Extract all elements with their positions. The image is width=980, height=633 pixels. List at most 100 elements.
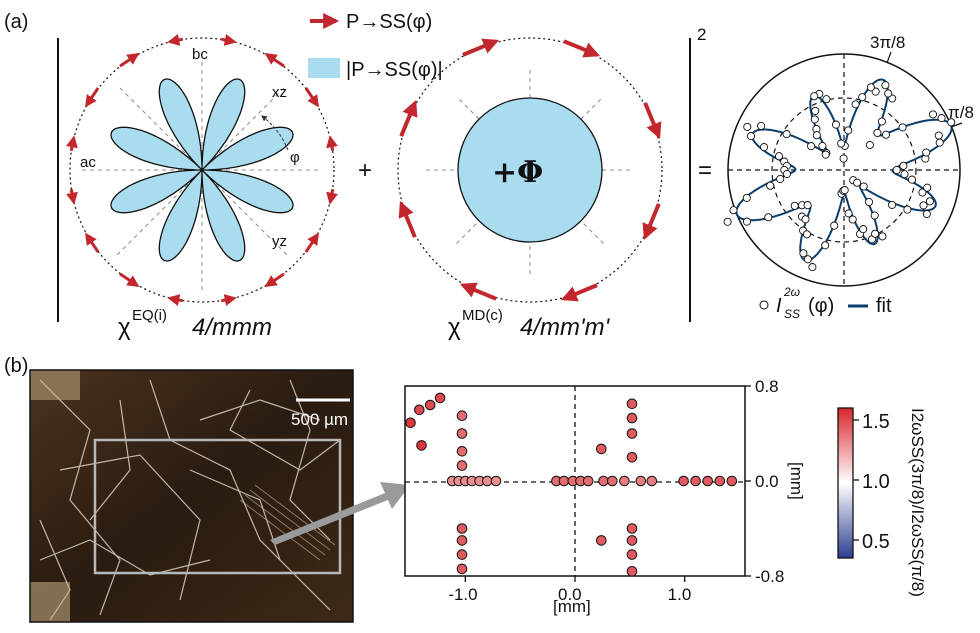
data-point xyxy=(851,100,860,109)
map-point xyxy=(626,566,638,577)
polarization-arrow xyxy=(326,135,338,152)
data-point xyxy=(892,165,901,175)
scan-map-chart: -1.0 0.0 1.0 0.8 0.0 -0.8 [mm] [mm] xyxy=(404,377,806,616)
colorbar-tick-label: 1.5 xyxy=(862,411,890,433)
data-point xyxy=(907,175,917,184)
legend-area-label: |P→SS(φ)| xyxy=(346,59,443,81)
point-group-eq: 4/mmm xyxy=(192,314,272,341)
colorbar-label: I2ωSS(3π/8)/I2ωSS(π/8) xyxy=(908,408,927,597)
map-point xyxy=(456,428,468,439)
panel-a-label: (a) xyxy=(4,11,28,33)
data-point xyxy=(884,89,893,98)
data-point xyxy=(937,114,946,123)
data-point xyxy=(859,225,868,234)
polarization-arrow xyxy=(462,38,500,57)
data-point xyxy=(844,126,853,135)
polar-outline-md xyxy=(397,37,663,303)
md-disk xyxy=(457,97,603,243)
data-point xyxy=(811,106,820,115)
tick-3pi8 xyxy=(886,51,892,64)
data-point xyxy=(925,197,934,206)
polarization-arrow xyxy=(167,294,184,306)
data-point xyxy=(757,121,766,130)
panel-b-label: (b) xyxy=(4,355,28,377)
legend-area-swatch xyxy=(308,58,340,78)
data-point xyxy=(853,178,862,187)
polarization-arrow xyxy=(304,87,319,108)
data-point xyxy=(870,211,879,220)
x-tick-label: -1.0 xyxy=(448,585,477,604)
polarization-arrow xyxy=(66,188,78,205)
microscope-image: 500 µm xyxy=(29,369,354,623)
polarization-arrow xyxy=(167,34,184,46)
map-point xyxy=(690,475,701,487)
polar-inner-ring xyxy=(771,97,917,243)
colorbar-tick-label: 0.5 xyxy=(862,531,890,553)
scale-max-label: 2 xyxy=(697,25,706,44)
polarization-arrow xyxy=(459,282,497,301)
angle-label-pi8: π/8 xyxy=(948,103,974,122)
polar-plot-data: 3π/8 π/8 2 xyxy=(697,25,974,287)
colorbar-gradient xyxy=(837,407,854,559)
polarization-arrow xyxy=(563,39,601,58)
phi-label: φ xyxy=(290,149,300,166)
polar-outline-data xyxy=(727,53,961,287)
data-point xyxy=(802,230,811,239)
y-tick-label: -0.8 xyxy=(755,567,784,586)
map-point xyxy=(646,475,658,487)
point-group-md: 4/mm'm' xyxy=(520,314,611,341)
map-point xyxy=(726,475,738,487)
data-point xyxy=(919,201,928,210)
data-point xyxy=(743,122,752,131)
scan-region-box xyxy=(93,438,342,575)
y-tick-label: 0.8 xyxy=(755,377,779,396)
data-point xyxy=(830,221,839,230)
data-point xyxy=(782,169,792,179)
caption-md: χ MD(c) 4/mm'm' xyxy=(448,307,611,341)
data-point xyxy=(922,209,931,219)
map-point xyxy=(714,475,726,487)
polar-plot-eq: bc xz ac yz φ xyxy=(66,34,338,306)
data-point xyxy=(878,232,887,241)
legend-data-fit: I 2ω SS (φ) fit xyxy=(759,285,892,321)
data-point xyxy=(903,205,912,214)
data-point xyxy=(821,241,830,250)
legend-data-marker xyxy=(759,300,769,310)
data-point xyxy=(928,110,938,119)
map-point xyxy=(626,412,638,424)
data-point xyxy=(873,128,882,137)
equals-sign: = xyxy=(698,157,712,184)
map-point xyxy=(619,475,630,487)
polarization-arrow xyxy=(66,135,78,152)
map-point xyxy=(596,535,607,546)
map-point xyxy=(456,563,468,575)
plus-sign: + xyxy=(358,157,372,184)
data-point xyxy=(822,95,831,104)
polarization-arrow xyxy=(560,283,598,302)
data-point xyxy=(865,140,874,150)
data-point xyxy=(766,181,775,190)
polarization-arrow xyxy=(85,232,100,253)
map-point xyxy=(558,475,570,487)
map-point xyxy=(414,404,425,416)
chi-symbol-eq: χ xyxy=(118,314,131,341)
data-point xyxy=(899,161,908,170)
legend-top: P→SS(φ) |P→SS(φ)| xyxy=(308,11,443,81)
chi-sup-md: MD(c) xyxy=(462,307,503,324)
map-point xyxy=(598,475,609,487)
map-point xyxy=(490,475,502,487)
data-point xyxy=(790,201,799,210)
polarization-arrow xyxy=(326,188,338,205)
data-point xyxy=(922,148,931,157)
polarization-arrow xyxy=(119,272,140,287)
data-point xyxy=(821,150,830,159)
polarization-arrow xyxy=(220,294,237,306)
map-point xyxy=(702,475,714,487)
data-point xyxy=(812,131,821,140)
map-ylabel: [mm] xyxy=(787,462,806,500)
data-point xyxy=(900,170,909,179)
colorbar: 1.5 1.0 0.5 I2ωSS(3π/8)/I2ωSS(π/8) xyxy=(837,407,927,597)
map-point xyxy=(626,549,638,560)
data-point xyxy=(742,217,752,226)
data-point xyxy=(877,117,886,126)
